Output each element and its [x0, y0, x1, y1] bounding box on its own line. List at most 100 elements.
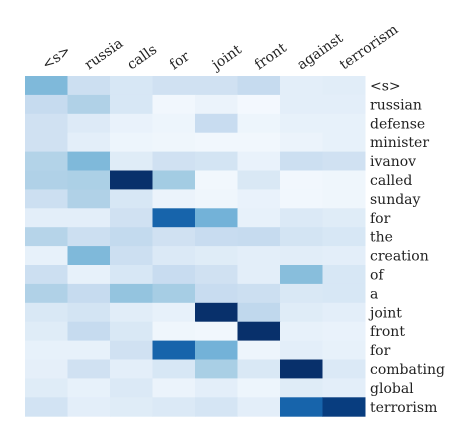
y-tick-label: global	[370, 381, 414, 397]
heatmap-cell	[322, 113, 366, 134]
heatmap-cell	[280, 246, 323, 266]
y-tick-label: creation	[370, 249, 429, 265]
heatmap-cell	[322, 189, 366, 209]
heatmap-cell	[322, 151, 366, 171]
heatmap-cell	[322, 359, 366, 379]
heatmap-cell	[25, 265, 68, 285]
heatmap-cell	[280, 397, 323, 417]
heatmap-cell	[25, 302, 68, 323]
heatmap-cell	[195, 340, 238, 360]
heatmap-cell	[195, 302, 238, 323]
heatmap-cell	[67, 189, 111, 209]
heatmap-cell	[152, 378, 196, 398]
heatmap-cell	[110, 378, 153, 398]
heatmap-cell	[25, 283, 68, 304]
heatmap-cell	[152, 151, 196, 171]
heatmap-cell	[237, 340, 281, 360]
heatmap-cell	[110, 265, 153, 285]
heatmap-cell	[110, 208, 153, 228]
heatmap-cell	[67, 94, 111, 115]
heatmap-cell	[152, 321, 196, 342]
heatmap-cell	[237, 283, 281, 304]
heatmap-cell	[25, 170, 68, 190]
heatmap-cell	[237, 208, 281, 228]
y-tick-label: <s>	[370, 78, 401, 94]
heatmap-cell	[280, 340, 323, 360]
heatmap-cell	[195, 265, 238, 285]
heatmap-cell	[237, 76, 281, 96]
heatmap-cell	[322, 246, 366, 266]
heatmap-cell	[67, 170, 111, 190]
cells-layer	[25, 76, 366, 417]
heatmap-cell	[67, 132, 111, 153]
heatmap-cell	[25, 246, 68, 266]
heatmap-cell	[322, 340, 366, 360]
heatmap-cell	[152, 246, 196, 266]
heatmap-cell	[195, 132, 238, 153]
heatmap-cell	[280, 359, 323, 379]
heatmap-cell	[152, 227, 196, 247]
heatmap-cell	[322, 170, 366, 190]
heatmap-cell	[195, 189, 238, 209]
heatmap-cell	[237, 302, 281, 323]
heatmap-cell	[280, 76, 323, 96]
y-tick-label: called	[370, 173, 412, 189]
heatmap-cell	[67, 378, 111, 398]
heatmap-cell	[152, 189, 196, 209]
heatmap-cell	[280, 227, 323, 247]
heatmap-cell	[280, 132, 323, 153]
heatmap-cell	[195, 170, 238, 190]
heatmap-cell	[110, 397, 153, 417]
heatmap-cell	[110, 132, 153, 153]
x-tick-label: for	[167, 48, 193, 73]
heatmap-cell	[67, 321, 111, 342]
heatmap-cell	[110, 113, 153, 134]
heatmap-cell	[280, 378, 323, 398]
heatmap-cell	[67, 265, 111, 285]
heatmap-cell	[25, 132, 68, 153]
heatmap-cell	[322, 94, 366, 115]
heatmap-cell	[322, 397, 366, 417]
heatmap-cell	[152, 359, 196, 379]
y-tick-label: joint	[368, 305, 402, 321]
heatmap-cell	[25, 227, 68, 247]
heatmap-cell	[110, 189, 153, 209]
heatmap-cell	[152, 340, 196, 360]
heatmap-cell	[25, 397, 68, 417]
heatmap-cell	[25, 189, 68, 209]
heatmap-cell	[67, 208, 111, 228]
y-tick-label: a	[370, 286, 378, 302]
heatmap-cell	[110, 151, 153, 171]
heatmap-cell	[152, 132, 196, 153]
y-tick-label: for	[370, 211, 391, 227]
heatmap-cell	[110, 170, 153, 190]
y-tick-label: for	[370, 343, 391, 359]
heatmap-cell	[322, 302, 366, 323]
heatmap-cell	[67, 151, 111, 171]
heatmap-cell	[152, 170, 196, 190]
y-tick-labels: <s> russian defense minister ivanov called sun…	[368, 78, 445, 415]
heatmap-cell	[322, 321, 366, 342]
heatmap-cell	[152, 302, 196, 323]
heatmap-cell	[237, 378, 281, 398]
heatmap-cell	[67, 302, 111, 323]
heatmap-cell	[67, 113, 111, 134]
heatmap-cell	[67, 283, 111, 304]
heatmap-cell	[25, 208, 68, 228]
heatmap-cell	[195, 359, 238, 379]
heatmap-cell	[237, 170, 281, 190]
heatmap-cell	[237, 113, 281, 134]
y-tick-label: terrorism	[370, 400, 437, 416]
heatmap-cell	[195, 378, 238, 398]
y-tick-label: the	[370, 230, 393, 246]
x-tick-label: against	[294, 30, 346, 73]
heatmap-cell	[195, 151, 238, 171]
heatmap-cell	[152, 94, 196, 115]
heatmap-cell	[280, 321, 323, 342]
heatmap-cell	[152, 76, 196, 96]
x-tick-label: joint	[208, 42, 245, 75]
heatmap-cell	[67, 227, 111, 247]
heatmap-cell	[237, 397, 281, 417]
y-tick-label: front	[370, 324, 405, 340]
